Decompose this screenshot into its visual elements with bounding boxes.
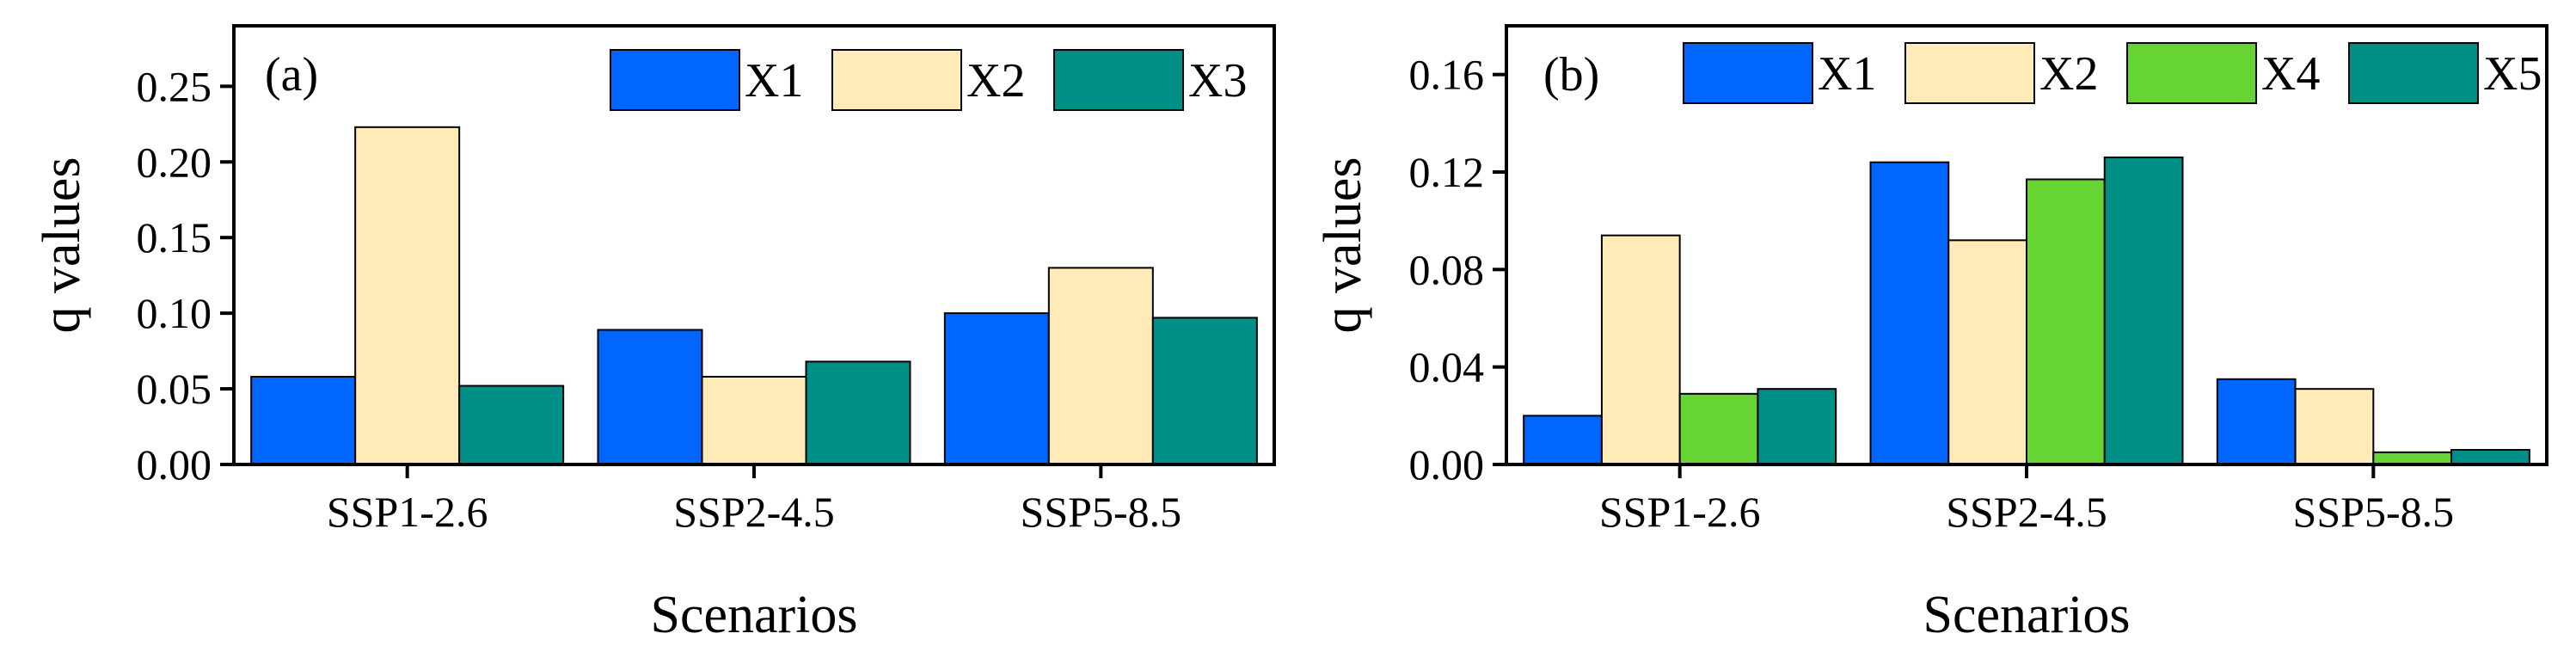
panel-b-xtick-label-0: SSP1-2.6	[1599, 488, 1761, 536]
panel-a-bar-x1-1	[597, 329, 703, 465]
panel-b-legend-swatch-x2	[1904, 42, 2035, 104]
panel-b-bar-x2-0	[1600, 234, 1681, 465]
panel-a-ytick-label-0: 0.00	[137, 440, 212, 489]
panel-b-y-axis: 0.00 0.04 0.08 0.12 0.16	[1409, 51, 1506, 489]
panel-b-bar-x4-2	[2372, 451, 2453, 465]
panel-a-chart: 0.00 0.05 0.10 0.15 0.20 0.25 SSP1-2.6 SSP2-4.…	[33, 24, 1276, 644]
panel-b-ytick-label-2: 0.08	[1409, 245, 1485, 293]
panel-b-bar-x5-0	[1757, 388, 1837, 465]
panel-a-ytick-label-5: 0.25	[137, 62, 212, 110]
panel-a-legend-label-x1: X1	[745, 54, 803, 108]
panel-b-xtick-label-1: SSP2-4.5	[1946, 488, 2107, 536]
panel-a-bar-x3-0	[458, 384, 565, 465]
panel-a-bar-x3-2	[1151, 317, 1258, 465]
panel-a-xtick-label-1: SSP2-4.5	[673, 488, 835, 536]
panel-a-ytick-label-4: 0.20	[137, 138, 212, 186]
panel-a-bar-x2-2	[1047, 267, 1154, 465]
panel-a-label: (a)	[265, 48, 318, 101]
panel-b-x-axis-title: Scenarios	[1923, 586, 2130, 644]
panel-b-ytick-label-1: 0.04	[1409, 343, 1485, 391]
panel-a-y-axis: 0.00 0.05 0.10 0.15 0.20 0.25	[137, 62, 234, 489]
panel-b-bar-x2-1	[1947, 239, 2027, 465]
panel-b-legend-swatch-x5	[2348, 42, 2479, 104]
panel-a-bar-x2-1	[701, 376, 807, 465]
panel-b-bar-x1-2	[2216, 378, 2297, 466]
panel-b-legend-swatch-x1	[1683, 42, 1813, 104]
panel-b-bar-x4-1	[2026, 178, 2106, 465]
panel-b-bar-x1-1	[1869, 161, 1950, 466]
panel-b-ytick-label-0: 0.00	[1409, 440, 1485, 489]
panel-a-x-axis: SSP1-2.6 SSP2-4.5 SSP5-8.5	[327, 464, 1181, 536]
panel-a-xtick-label-0: SSP1-2.6	[327, 488, 488, 536]
panel-b-bar-x5-1	[2103, 157, 2184, 465]
panel-b-legend-label-x5: X5	[2483, 47, 2542, 101]
panel-b-x-axis: SSP1-2.6 SSP2-4.5 SSP5-8.5	[1599, 464, 2454, 536]
panel-a-legend: X1 X2 X3	[610, 49, 1247, 111]
panel-a-xtick-label-2: SSP5-8.5	[1021, 488, 1182, 536]
panel-b-bar-x5-2	[2450, 449, 2530, 465]
panel-a-bar-x2-0	[354, 126, 461, 466]
panel-b-legend-label-x2: X2	[2039, 47, 2098, 101]
panel-b-bar-x2-2	[2294, 388, 2375, 465]
panel-b-legend-label-x1: X1	[1818, 47, 1876, 101]
panel-b-label: (b)	[1543, 48, 1599, 101]
panel-b-bar-x4-0	[1678, 392, 1759, 466]
panel-a-ytick-label-3: 0.15	[137, 213, 212, 261]
panel-b-bar-x1-0	[1523, 415, 1603, 466]
panel-a-bar-x1-0	[250, 376, 357, 465]
panel-b-legend-swatch-x4	[2126, 42, 2257, 104]
panel-b-ytick-label-3: 0.12	[1409, 148, 1485, 196]
panel-a-legend-label-x2: X2	[966, 54, 1025, 108]
panel-a-legend-swatch-x2	[831, 49, 962, 111]
panel-b-bars	[1523, 157, 2530, 466]
panel-a-ytick-label-2: 0.10	[137, 289, 212, 337]
panel-b-y-axis-title: q values	[1314, 157, 1372, 334]
panel-a-legend-swatch-x3	[1053, 49, 1184, 111]
panel-a-legend-swatch-x1	[610, 49, 740, 111]
panel-b-chart: 0.000.040.080.120.16 SSP1-2.6 SSP2-4.5 SSP…	[1314, 24, 2548, 644]
panel-a-ytick-label-1: 0.05	[137, 365, 212, 413]
panel-b-xtick-label-2: SSP5-8.5	[2293, 488, 2455, 536]
panel-a-legend-label-x3: X3	[1188, 54, 1247, 108]
panel-a-y-axis-title: q values	[33, 157, 91, 334]
panel-a-x-axis-title: Scenarios	[650, 586, 857, 644]
panel-b-legend: X1 X2 X4 X5	[1683, 42, 2542, 104]
panel-a-bars	[250, 126, 1258, 466]
panel-b-legend-label-x4: X4	[2261, 47, 2320, 101]
panel-b-ytick-label-4: 0.16	[1409, 51, 1485, 99]
panel-a-bar-x3-1	[805, 360, 911, 465]
panel-a-bar-x1-2	[943, 312, 1050, 466]
